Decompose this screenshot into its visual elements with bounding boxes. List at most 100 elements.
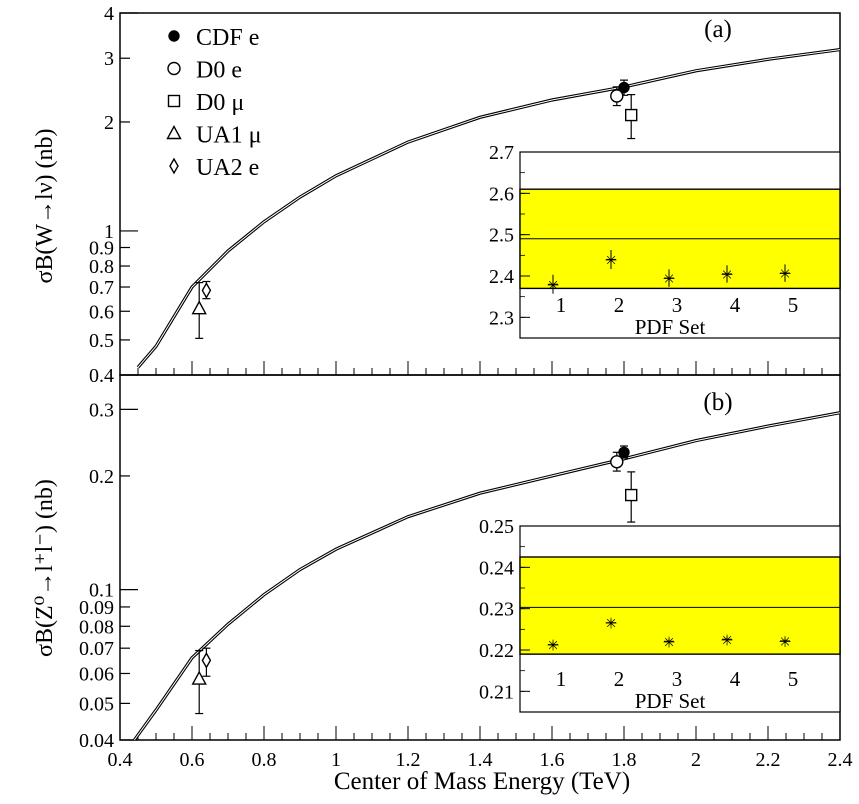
measurement-point bbox=[625, 94, 638, 140]
y-tick-label: 0.2 bbox=[89, 466, 114, 488]
y-tick-label: 0.6 bbox=[89, 301, 114, 323]
x-tick-label: 1.4 bbox=[468, 749, 493, 771]
inset-x-tick-label: 4 bbox=[730, 667, 741, 691]
inset-x-label: PDF Set bbox=[635, 689, 706, 713]
inset-x-tick-label: 2 bbox=[614, 293, 625, 317]
y-axis-label: σB(W→lν) (nb) bbox=[32, 128, 58, 283]
open-triangle-marker bbox=[191, 300, 207, 315]
pdf-point: ✳ bbox=[547, 639, 560, 655]
x-tick-label: 1.6 bbox=[540, 749, 565, 771]
pdf-point: ✳ bbox=[721, 633, 734, 649]
panel-b-z-cross-section: 0.04 0.05 0.06 0.070.080.090.1 0.2 0.3 σB(Z⁰→l… bbox=[32, 374, 841, 752]
y-tick-label: 1 bbox=[104, 221, 114, 243]
pdf-point: ✳ bbox=[605, 617, 618, 633]
y-tick-label: 0.05 bbox=[79, 693, 114, 715]
y-tick-label: 0.7 bbox=[89, 277, 114, 299]
pdf-star-marker: ✳ bbox=[663, 272, 676, 288]
y-tick-label: 0.04 bbox=[79, 730, 114, 752]
pdf-point: ✳ bbox=[663, 269, 676, 288]
inset-x-tick-label: 5 bbox=[788, 667, 799, 691]
inset-y-tick-label: 0.25 bbox=[479, 516, 514, 538]
pdf-inset: 0.21 0.22 0.23 0.24 0.25 1 2 3 4 5 PDF Set ✳ ✳ ✳ ✳ ✳ bbox=[479, 516, 841, 713]
x-tick-label: 1.8 bbox=[612, 749, 637, 771]
inset-y-tick-label: 2.5 bbox=[489, 225, 514, 247]
theory-curve-center bbox=[133, 412, 841, 741]
panel-label: (a) bbox=[704, 16, 732, 43]
open-diamond-marker bbox=[201, 282, 212, 299]
inset-x-tick-label: 1 bbox=[556, 667, 567, 691]
legend-label: UA2 e bbox=[196, 155, 259, 181]
inset-y-tick-label: 0.21 bbox=[479, 681, 514, 703]
open-triangle-marker bbox=[191, 670, 207, 685]
legend-marker-open-square bbox=[167, 94, 181, 108]
measurement-point bbox=[610, 451, 624, 472]
x-tick-label: 1.2 bbox=[396, 749, 421, 771]
legend-marker-open-triangle bbox=[166, 125, 182, 140]
x-tick-label: 1 bbox=[331, 749, 341, 771]
pdf-star-marker: ✳ bbox=[663, 635, 676, 651]
x-tick-label: 2.2 bbox=[756, 749, 781, 771]
legend-marker-filled-circle bbox=[168, 30, 180, 42]
y-tick-label: 0.9 bbox=[89, 238, 114, 260]
filled-circle-marker bbox=[618, 81, 630, 94]
shared-x-axis: 0.4 0.6 0.8 1 1.2 1.4 1.6 1.8 2 2.2 2.4 bbox=[108, 749, 853, 771]
inset-x-tick-label: 2 bbox=[614, 667, 625, 691]
legend-label: D0 μ bbox=[196, 90, 244, 116]
y-tick-label: 0.08 bbox=[79, 616, 114, 638]
legend-marker-open-circle bbox=[167, 61, 181, 76]
y-axis-label: σB(Z⁰→l⁺l⁻) (nb) bbox=[32, 479, 58, 657]
pdf-inset: 2.3 2.4 2.5 2.6 2.7 1 2 3 4 5 PDF Set ✳ ✳ ✳ ✳ ✳ bbox=[489, 142, 841, 339]
measurement-point bbox=[191, 281, 207, 339]
pdf-point: ✳ bbox=[663, 635, 676, 651]
pdf-point: ✳ bbox=[547, 274, 560, 294]
open-diamond-marker bbox=[201, 651, 212, 669]
y-tick-label: 0.8 bbox=[89, 256, 114, 278]
y-tick-label: 0.1 bbox=[89, 580, 114, 602]
y-tick-label: 2 bbox=[104, 112, 114, 134]
open-circle-marker bbox=[610, 455, 624, 469]
open-square-marker bbox=[625, 488, 638, 502]
y-tick-label: 0.07 bbox=[79, 638, 114, 660]
inset-y-tick-label: 2.7 bbox=[489, 142, 514, 164]
y-tick-label: 4 bbox=[104, 3, 114, 25]
uncertainty-band bbox=[519, 556, 841, 655]
pdf-point: ✳ bbox=[779, 264, 792, 283]
measurement-point bbox=[610, 86, 624, 107]
measurement-point bbox=[625, 471, 638, 523]
pdf-star-marker: ✳ bbox=[605, 617, 618, 633]
inset-y-tick-label: 2.6 bbox=[489, 183, 514, 205]
panel-label: (b) bbox=[703, 389, 732, 416]
y-tick-label: 0.09 bbox=[79, 597, 114, 619]
inset-y-tick-label: 0.22 bbox=[479, 640, 514, 662]
y-tick-label: 3 bbox=[104, 48, 114, 70]
pdf-point: ✳ bbox=[779, 635, 792, 651]
inset-y-tick-label: 2.3 bbox=[489, 307, 514, 329]
pdf-star-marker: ✳ bbox=[779, 267, 792, 283]
measurement-point bbox=[201, 280, 212, 300]
x-tick-label: 0.8 bbox=[252, 749, 277, 771]
legend-label: D0 e bbox=[196, 58, 242, 84]
inset-x-tick-label: 3 bbox=[672, 667, 683, 691]
y-tick-label: 0.3 bbox=[89, 399, 114, 421]
pdf-star-marker: ✳ bbox=[547, 639, 560, 655]
legend-marker-open-diamond bbox=[169, 157, 179, 175]
inset-y-tick-label: 0.24 bbox=[479, 557, 514, 579]
legend-label: UA1 μ bbox=[196, 123, 262, 149]
theory-curve-center bbox=[137, 49, 841, 368]
pdf-point: ✳ bbox=[605, 249, 617, 269]
pdf-star-marker: ✳ bbox=[547, 278, 560, 294]
inset-x-tick-label: 4 bbox=[730, 293, 741, 317]
measurement-point bbox=[191, 649, 207, 715]
x-tick-label: 0.4 bbox=[108, 749, 133, 771]
pdf-star-marker: ✳ bbox=[721, 633, 734, 649]
legend-label: CDF e bbox=[196, 25, 259, 51]
inset-y-tick-label: 0.23 bbox=[479, 599, 514, 621]
pdf-point: ✳ bbox=[721, 265, 734, 284]
pdf-star-marker: ✳ bbox=[721, 268, 734, 284]
inset-x-tick-label: 5 bbox=[788, 293, 799, 317]
inset-x-label: PDF Set bbox=[635, 315, 706, 339]
pdf-star-marker: ✳ bbox=[779, 635, 792, 651]
measurement-point bbox=[618, 445, 630, 459]
